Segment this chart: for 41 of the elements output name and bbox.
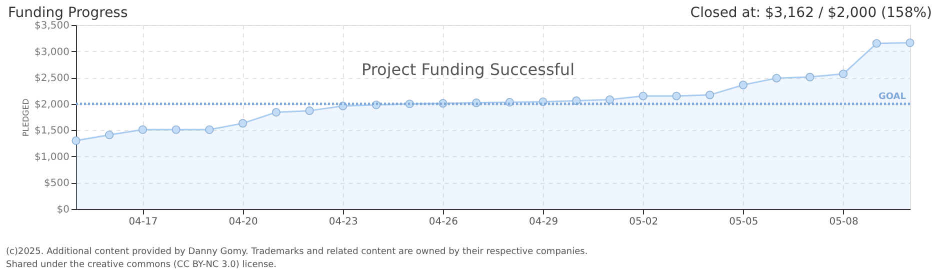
point — [72, 136, 80, 145]
ref-line-label: GOAL — [878, 92, 906, 102]
y-tick-label: $2,000 — [34, 99, 70, 110]
x-tick-label: 05-05 — [729, 216, 758, 228]
text: (c)2025. Additional content provided by Danny Gomy. Trademarks and related content are owned by their respective companies. — [6, 247, 588, 257]
y-tick-label: $500 — [44, 178, 70, 190]
point — [738, 80, 748, 90]
x-tick-label: 05-08 — [829, 216, 858, 228]
point — [172, 125, 180, 134]
point — [772, 74, 781, 82]
text: Shared under the creative commons (CC BY-NC 3.0) license. — [6, 260, 277, 270]
x-tick-label: 05-02 — [629, 216, 658, 228]
point — [605, 95, 614, 104]
y-tick-label: $3,500 — [34, 20, 70, 32]
y-axis-title: PLEDGED — [22, 98, 31, 136]
point — [839, 70, 848, 78]
y-tick-label: $2,500 — [34, 73, 70, 84]
y-tick-label: $3,000 — [34, 46, 70, 58]
point — [238, 119, 248, 128]
x-tick-label: 04-17 — [128, 216, 158, 228]
point — [305, 106, 314, 115]
point — [672, 92, 681, 100]
y-tick-label: $1,500 — [34, 126, 70, 137]
point — [706, 90, 714, 100]
x-tick-label: 04-26 — [428, 216, 458, 228]
point — [272, 108, 280, 117]
point — [138, 125, 147, 134]
point — [906, 38, 914, 48]
x-tick-label: 04-29 — [529, 216, 558, 228]
annotation: Project Funding Successful — [361, 60, 575, 79]
chart-title: Funding Progress — [8, 5, 128, 21]
y-tick-label: $0 — [56, 204, 70, 216]
point — [105, 130, 114, 140]
point — [638, 92, 648, 100]
y-tick-label: $1,000 — [34, 152, 70, 163]
text: Closed at: $3,162 / $2,000 (158%) — [690, 5, 932, 21]
x-tick-label: 04-23 — [328, 216, 358, 228]
point — [205, 125, 214, 134]
x-tick-label: 04-20 — [228, 216, 258, 228]
point — [806, 72, 814, 82]
point — [872, 39, 881, 48]
